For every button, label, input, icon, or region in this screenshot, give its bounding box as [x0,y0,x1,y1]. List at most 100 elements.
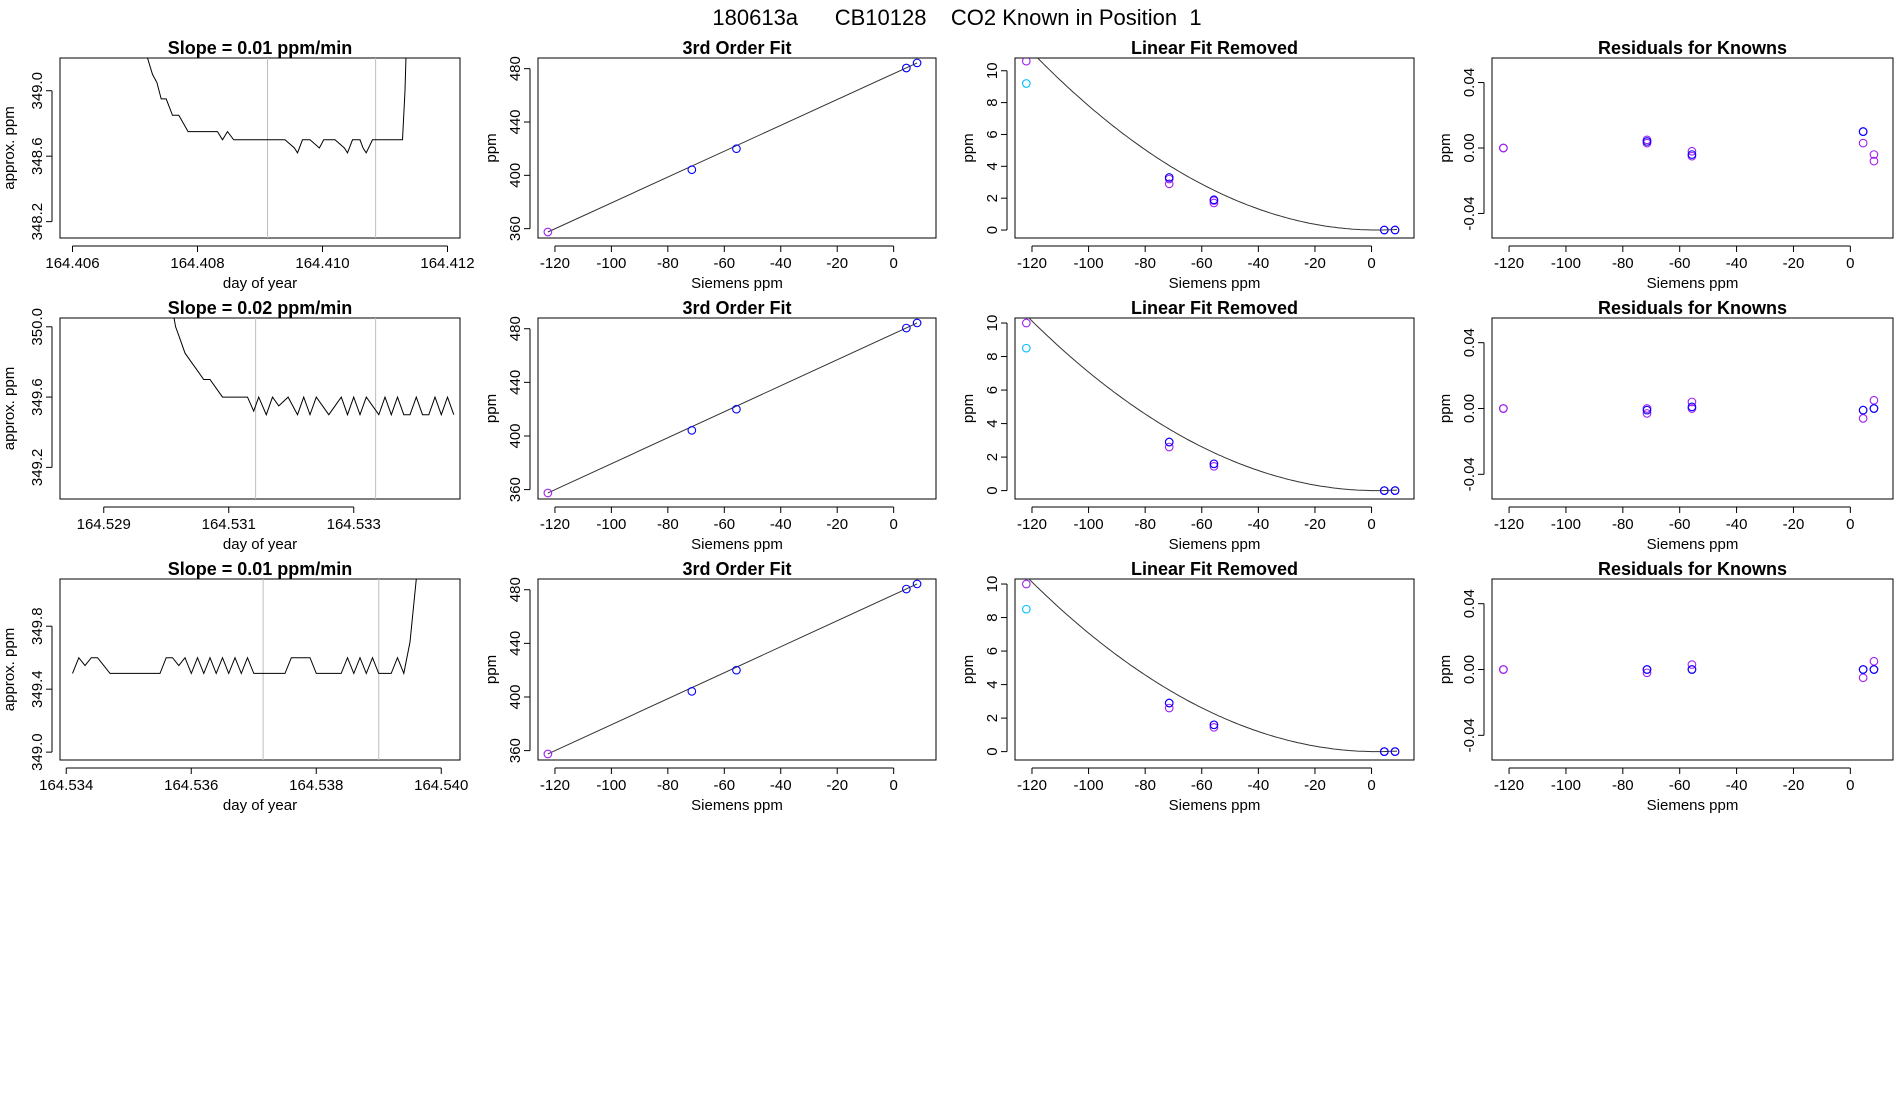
y-tick-label: 349.0 [29,733,46,771]
y-tick-label: 349.8 [29,607,46,645]
data-point [1379,747,1389,756]
data-point [1209,198,1219,208]
x-tick-label: -100 [1551,255,1581,272]
chart-panel: 3rd Order Fit -120 -100 -80 -60 -40 -20 0 Siemen… [483,38,937,292]
x-axis-label: day of year [223,797,297,814]
x-tick-label: -40 [1726,255,1748,272]
y-axis-label: ppm [483,133,500,162]
x-tick-label: 164.540 [414,777,468,794]
data-point [1642,409,1652,418]
y-tick-label: 2 [984,453,1001,461]
y-tick-label: 6 [984,647,1001,655]
x-tick-label: -20 [826,255,848,272]
y-tick-label: 360 [507,216,524,241]
data-point [1858,138,1868,148]
plot-area [1499,395,1879,423]
y-tick-label: 8 [984,352,1001,360]
x-axis-label: Siemens ppm [1169,275,1261,292]
x-tick-label: -80 [657,516,679,533]
y-tick-label: 348.2 [29,203,46,241]
data-point [1164,437,1174,447]
x-tick-label: -20 [1304,255,1326,272]
data-point [1687,665,1697,674]
y-axis-label: ppm [1437,394,1454,423]
x-axis-label: Siemens ppm [691,536,783,553]
data-point [687,165,697,175]
x-tick-label: -80 [1612,516,1634,533]
y-tick-label: 0.04 [1461,589,1478,618]
data-point [1209,722,1219,732]
y-tick-label: 0.04 [1461,328,1478,357]
x-tick-label: -40 [770,516,792,533]
x-tick-label: -100 [596,777,626,794]
page-title: 180613a CB10128 CO2 Known in Position 1 [712,5,1201,30]
data-point [1687,150,1697,159]
x-axis-label: Siemens ppm [1647,275,1739,292]
x-tick-label: 0 [1367,255,1375,272]
data-point [1858,405,1868,415]
x-tick-label: -40 [1726,516,1748,533]
y-tick-label: -0.04 [1461,718,1478,752]
y-tick-label: 440 [507,109,524,134]
x-axis-label: Siemens ppm [1647,797,1739,814]
x-tick-label: -60 [1669,777,1691,794]
data-point [902,63,911,73]
x-tick-label: -20 [826,516,848,533]
x-tick-label: 164.536 [164,777,218,794]
plot-frame [1014,578,1415,761]
data-point [902,584,911,594]
x-tick-label: -60 [1191,516,1213,533]
fit-curve [1028,318,1398,492]
x-tick-label: 0 [1367,516,1375,533]
chart-panel: Linear Fit Removed -120 -100 -80 -60 -40 -20 0 S… [960,298,1415,553]
plot-frame [537,578,937,761]
y-axis-label: ppm [483,394,500,423]
chart-title: Linear Fit Removed [1131,38,1298,58]
data-point [902,323,911,333]
plot-area [1499,656,1879,683]
plot-frame [537,317,937,500]
panel-grid: Slope = 0.01 ppm/min 164.406 164.408 164.41… [1,38,1894,814]
data-point [1164,179,1174,189]
data-point [1687,397,1697,407]
x-tick-label: -120 [540,777,570,794]
x-tick-label: -80 [657,255,679,272]
data-point [1209,461,1219,471]
chart-panel: Residuals for Knowns -120 -100 -80 -60 -40 -20… [1437,559,1894,814]
chart-title: Residuals for Knowns [1598,298,1787,318]
x-tick-label: -100 [596,516,626,533]
data-point [1869,656,1879,666]
series-line [173,318,455,417]
x-tick-label: -80 [1612,777,1634,794]
x-tick-label: -100 [596,255,626,272]
data-point [912,318,922,328]
x-tick-label: 0 [1846,516,1854,533]
x-tick-label: -40 [1248,516,1270,533]
x-tick-label: 164.410 [295,255,349,272]
y-axis-label: approx. ppm [1,106,18,189]
chart-title: Slope = 0.02 ppm/min [168,298,353,318]
plot-frame [59,57,461,239]
data-point [687,687,697,696]
plot-area [543,58,922,237]
y-tick-label: 440 [507,631,524,656]
y-tick-label: 0.00 [1461,394,1478,423]
x-tick-label: -120 [1017,516,1047,533]
data-point [732,404,741,414]
y-tick-label: 2 [984,714,1001,722]
y-tick-label: 0 [984,226,1001,234]
y-axis-label: ppm [960,394,977,423]
x-tick-label: 0 [889,516,897,533]
x-tick-label: -60 [1191,255,1213,272]
y-tick-label: 350.0 [29,308,46,346]
x-tick-label: -60 [713,777,735,794]
data-point [732,144,741,154]
data-point [1021,58,1031,66]
data-point [1499,143,1508,153]
x-tick-label: -80 [657,777,679,794]
data-point [1390,486,1400,495]
y-tick-label: 0.00 [1461,655,1478,684]
plot-frame [537,57,937,239]
y-tick-label: 6 [984,130,1001,138]
